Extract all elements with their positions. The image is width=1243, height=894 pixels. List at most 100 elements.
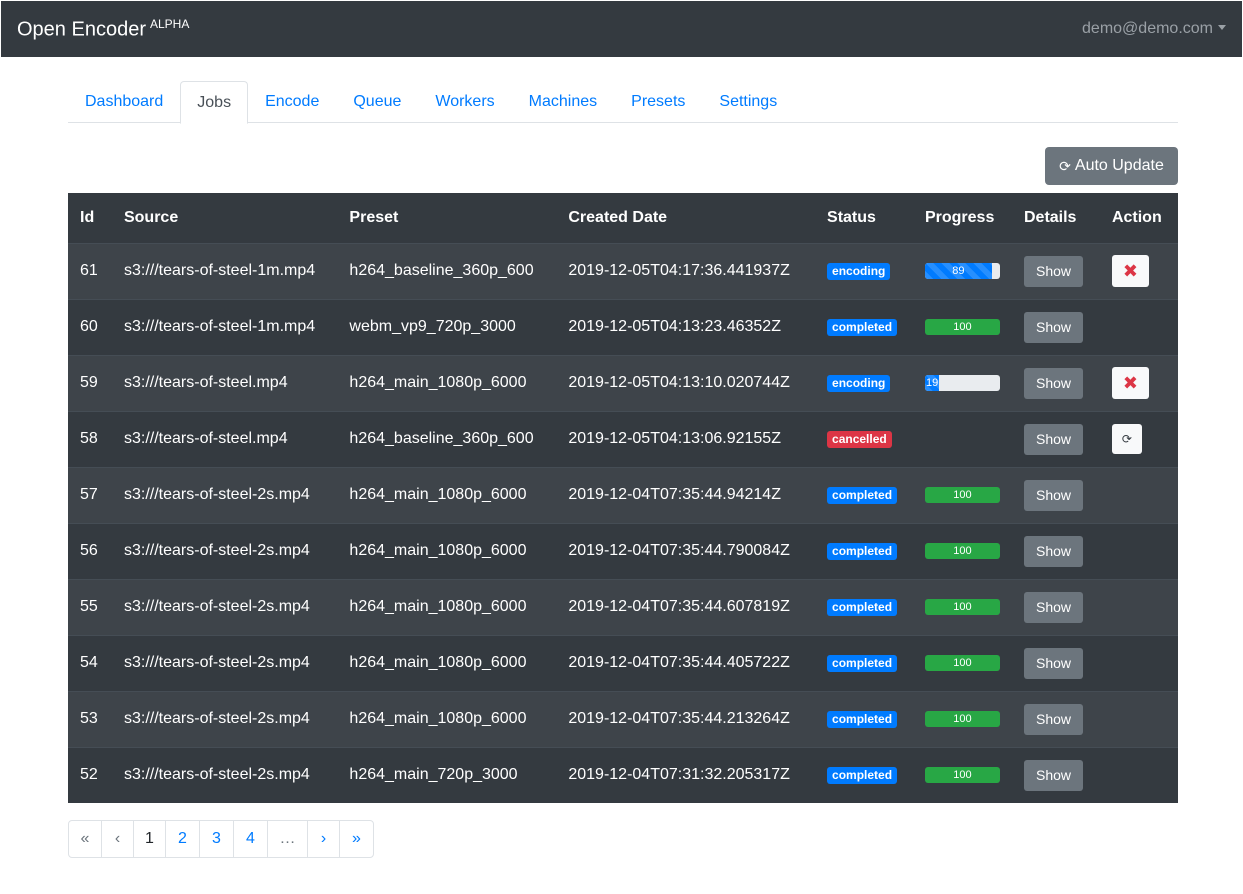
show-button[interactable]: Show: [1023, 591, 1084, 623]
nav-tabs: Dashboard Jobs Encode Queue Workers Machines P…: [68, 81, 1178, 124]
cancel-job-button[interactable]: ✖: [1111, 367, 1149, 399]
restart-job-button[interactable]: ⟳: [1111, 424, 1142, 454]
job-id: 52: [68, 746, 112, 803]
column-header-action: Action: [1099, 193, 1178, 244]
next-page-button[interactable]: ›: [307, 821, 339, 857]
caret-down-icon: [1218, 25, 1226, 30]
table-header-row: Id Source Preset Created Date Status Progress…: [68, 193, 1178, 244]
action-cell: [1099, 634, 1178, 691]
action-cell: ✖: [1099, 242, 1178, 299]
table-row: 53 s3:///tears-of-steel-2s.mp4 h264_main_1…: [68, 690, 1178, 747]
tab-machines[interactable]: Machines: [528, 93, 598, 110]
column-header-preset: Preset: [337, 193, 557, 244]
job-created-date: 2019-12-04T07:35:44.607819Z: [556, 578, 816, 635]
first-page-button: «: [80, 830, 90, 847]
job-id: 53: [68, 690, 112, 747]
show-button[interactable]: Show: [1023, 647, 1084, 679]
status-cell: completed: [815, 690, 913, 747]
job-source: s3:///tears-of-steel.mp4: [111, 410, 338, 467]
refresh-icon: ⟳: [1059, 157, 1071, 174]
status-badge: completed: [827, 543, 898, 560]
details-cell: Show: [1011, 354, 1100, 411]
details-cell: Show: [1011, 634, 1100, 691]
show-button[interactable]: Show: [1023, 423, 1084, 455]
status-badge: encoding: [827, 375, 891, 392]
action-cell: [1099, 298, 1178, 355]
progress-fill: 19: [924, 375, 940, 391]
job-source: s3:///tears-of-steel-2s.mp4: [111, 690, 338, 747]
progress-fill: 100: [924, 487, 1000, 503]
progress-bar: 100: [924, 655, 1000, 671]
progress-cell: 100: [912, 578, 1012, 635]
column-header-status: Status: [815, 193, 913, 244]
progress-fill: 100: [924, 655, 1000, 671]
brand[interactable]: Open Encoder ALPHA: [17, 17, 189, 42]
status-badge: completed: [827, 319, 898, 336]
status-cell: completed: [815, 298, 913, 355]
page-4[interactable]: 4: [233, 821, 267, 857]
job-preset: h264_main_1080p_6000: [337, 354, 557, 411]
action-cell: [1099, 522, 1178, 579]
progress-cell: 19: [912, 354, 1012, 411]
page-1: 1: [133, 821, 165, 857]
auto-update-button[interactable]: ⟳ Auto Update: [1045, 147, 1178, 185]
job-id: 57: [68, 466, 112, 523]
job-preset: h264_main_1080p_6000: [337, 522, 557, 579]
action-cell: [1099, 466, 1178, 523]
tab-queue[interactable]: Queue: [353, 93, 402, 110]
job-id: 54: [68, 634, 112, 691]
table-row: 59 s3:///tears-of-steel.mp4 h264_main_1080…: [68, 354, 1178, 411]
show-button[interactable]: Show: [1023, 703, 1084, 735]
tab-encode[interactable]: Encode: [265, 93, 320, 110]
progress-fill: 100: [924, 599, 1000, 615]
cancel-job-button[interactable]: ✖: [1111, 255, 1149, 287]
show-button[interactable]: Show: [1023, 255, 1084, 287]
brand-name: Open Encoder: [17, 18, 146, 41]
tab-presets[interactable]: Presets: [631, 93, 686, 110]
tab-workers[interactable]: Workers: [435, 93, 495, 110]
page-2[interactable]: 2: [165, 821, 199, 857]
jobs-table: Id Source Preset Created Date Status Progress…: [68, 193, 1178, 803]
job-preset: webm_vp9_720p_3000: [337, 298, 557, 355]
job-created-date: 2019-12-05T04:13:06.92155Z: [556, 410, 816, 467]
job-source: s3:///tears-of-steel-2s.mp4: [111, 522, 338, 579]
show-button[interactable]: Show: [1023, 311, 1084, 343]
column-header-source: Source: [111, 193, 338, 244]
user-email: demo@demo.com: [1082, 20, 1213, 37]
job-source: s3:///tears-of-steel-1m.mp4: [111, 242, 338, 299]
table-row: 54 s3:///tears-of-steel-2s.mp4 h264_main_1…: [68, 634, 1178, 691]
brand-badge: ALPHA: [149, 16, 190, 31]
job-preset: h264_main_1080p_6000: [337, 466, 557, 523]
details-cell: Show: [1011, 298, 1100, 355]
tab-jobs[interactable]: Jobs: [180, 81, 249, 124]
show-button[interactable]: Show: [1023, 535, 1084, 567]
last-page-button[interactable]: »: [339, 821, 373, 857]
user-menu[interactable]: demo@demo.com: [1082, 20, 1226, 38]
job-preset: h264_main_1080p_6000: [337, 634, 557, 691]
page-3[interactable]: 3: [199, 821, 233, 857]
progress-bar: 19: [924, 375, 1000, 391]
tab-dashboard[interactable]: Dashboard: [85, 93, 164, 110]
job-created-date: 2019-12-05T04:17:36.441937Z: [556, 242, 816, 299]
show-button[interactable]: Show: [1023, 479, 1084, 511]
progress-cell: 100: [912, 746, 1012, 803]
details-cell: Show: [1011, 522, 1100, 579]
job-preset: h264_main_1080p_6000: [337, 578, 557, 635]
refresh-icon: ⟳: [1121, 432, 1132, 446]
progress-cell: [912, 410, 1012, 467]
status-cell: completed: [815, 634, 913, 691]
show-button[interactable]: Show: [1023, 759, 1084, 791]
details-cell: Show: [1011, 410, 1100, 467]
job-source: s3:///tears-of-steel-2s.mp4: [111, 746, 338, 803]
show-button[interactable]: Show: [1023, 367, 1084, 399]
tab-settings[interactable]: Settings: [719, 93, 778, 110]
job-created-date: 2019-12-04T07:35:44.213264Z: [556, 690, 816, 747]
table-body: 61 s3:///tears-of-steel-1m.mp4 h264_baseli…: [68, 242, 1178, 803]
job-source: s3:///tears-of-steel-2s.mp4: [111, 578, 338, 635]
progress-fill: 89: [924, 263, 992, 279]
job-id: 55: [68, 578, 112, 635]
job-id: 61: [68, 242, 112, 299]
status-badge: completed: [827, 711, 898, 728]
action-cell: ✖: [1099, 354, 1178, 411]
progress-cell: 100: [912, 298, 1012, 355]
